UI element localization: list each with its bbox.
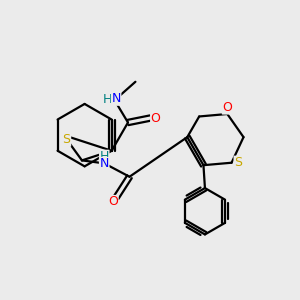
Text: H: H	[100, 150, 109, 163]
Text: O: O	[222, 101, 232, 114]
Text: O: O	[108, 196, 118, 208]
Text: H: H	[103, 93, 112, 106]
Text: S: S	[234, 156, 242, 169]
Text: O: O	[151, 112, 160, 124]
Text: S: S	[63, 133, 70, 146]
Text: N: N	[111, 92, 121, 105]
Text: N: N	[100, 158, 109, 170]
